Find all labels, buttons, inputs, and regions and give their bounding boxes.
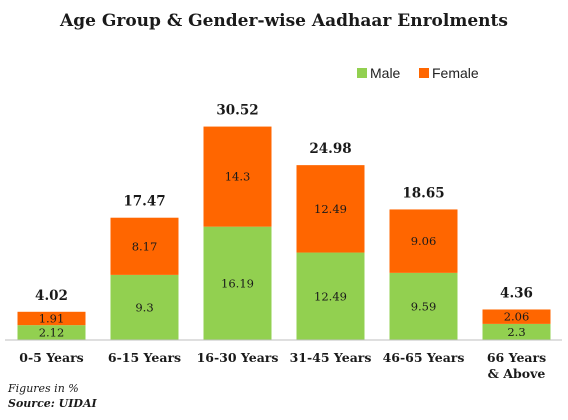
total-label-0-5-years: 4.02 [35,288,68,304]
bar-male-6-15-years [110,274,179,340]
data-label-male-0-5-years: 2.12 [39,326,65,340]
units-note: Figures in % [7,382,79,395]
bar-female-0-5-years [17,311,86,326]
bar-female-46-65-years [389,209,458,273]
data-label-male-31-45-years: 12.49 [314,289,347,303]
data-label-female-16-30-years: 14.3 [225,170,251,184]
data-label-female-46-65-years: 9.06 [411,234,437,248]
data-label-female-6-15-years: 8.17 [132,239,158,253]
x-tick-label-6-15-years: 6-15 Years [108,350,181,365]
total-label-31-45-years: 24.98 [309,141,351,157]
legend: Male Female [357,65,479,81]
total-label-16-30-years: 30.52 [216,103,258,119]
total-label-46-65-years: 18.65 [402,185,444,201]
data-label-male-66-years-and-above: 2.3 [507,325,525,339]
bar-male-46-65-years [389,272,458,340]
source-note: Source: UIDAI [8,397,97,410]
x-axis-tick-labels: 0-5 Years 6-15 Years 16-30 Years 31-45 Year… [19,350,546,381]
data-label-male-46-65-years: 9.59 [411,299,437,313]
bar-female-31-45-years [296,165,365,253]
data-label-female-0-5-years: 1.91 [39,311,65,325]
data-label-male-6-15-years: 9.3 [135,300,153,314]
bar-male-66-years-and-above [482,323,551,340]
x-tick-label-46-65-years: 46-65 Years [383,350,465,365]
bar-male-16-30-years [203,226,272,340]
total-label-6-15-years: 17.47 [123,194,165,210]
data-label-male-16-30-years: 16.19 [221,276,254,290]
bar-female-16-30-years [203,126,272,227]
bar-female-6-15-years [110,217,179,275]
bar-female-66-years-and-above [482,309,551,324]
x-tick-label-66-years-and-above: 66 Years & Above [487,350,546,381]
x-tick-label-0-5-years: 0-5 Years [19,350,83,365]
legend-label-female: Female [432,65,479,81]
data-label-female-31-45-years: 12.49 [314,202,347,216]
legend-swatch-female [419,68,429,78]
total-label-66-years-and-above: 4.36 [500,285,533,301]
x-tick-label-16-30-years: 16-30 Years [197,350,279,365]
legend-label-male: Male [370,65,401,81]
chart-title: Age Group & Gender-wise Aadhaar Enrolmen… [59,11,508,31]
bar-male-0-5-years [17,325,86,340]
x-tick-label-31-45-years: 31-45 Years [290,350,372,365]
legend-swatch-male [357,68,367,78]
bar-male-31-45-years [296,252,365,340]
plot-area: 2.121.91 4.02 9.3 8.17 17.47 16.19 14.3 30.52 12… [17,103,551,340]
data-label-female-66-years-and-above: 2.06 [504,310,530,324]
